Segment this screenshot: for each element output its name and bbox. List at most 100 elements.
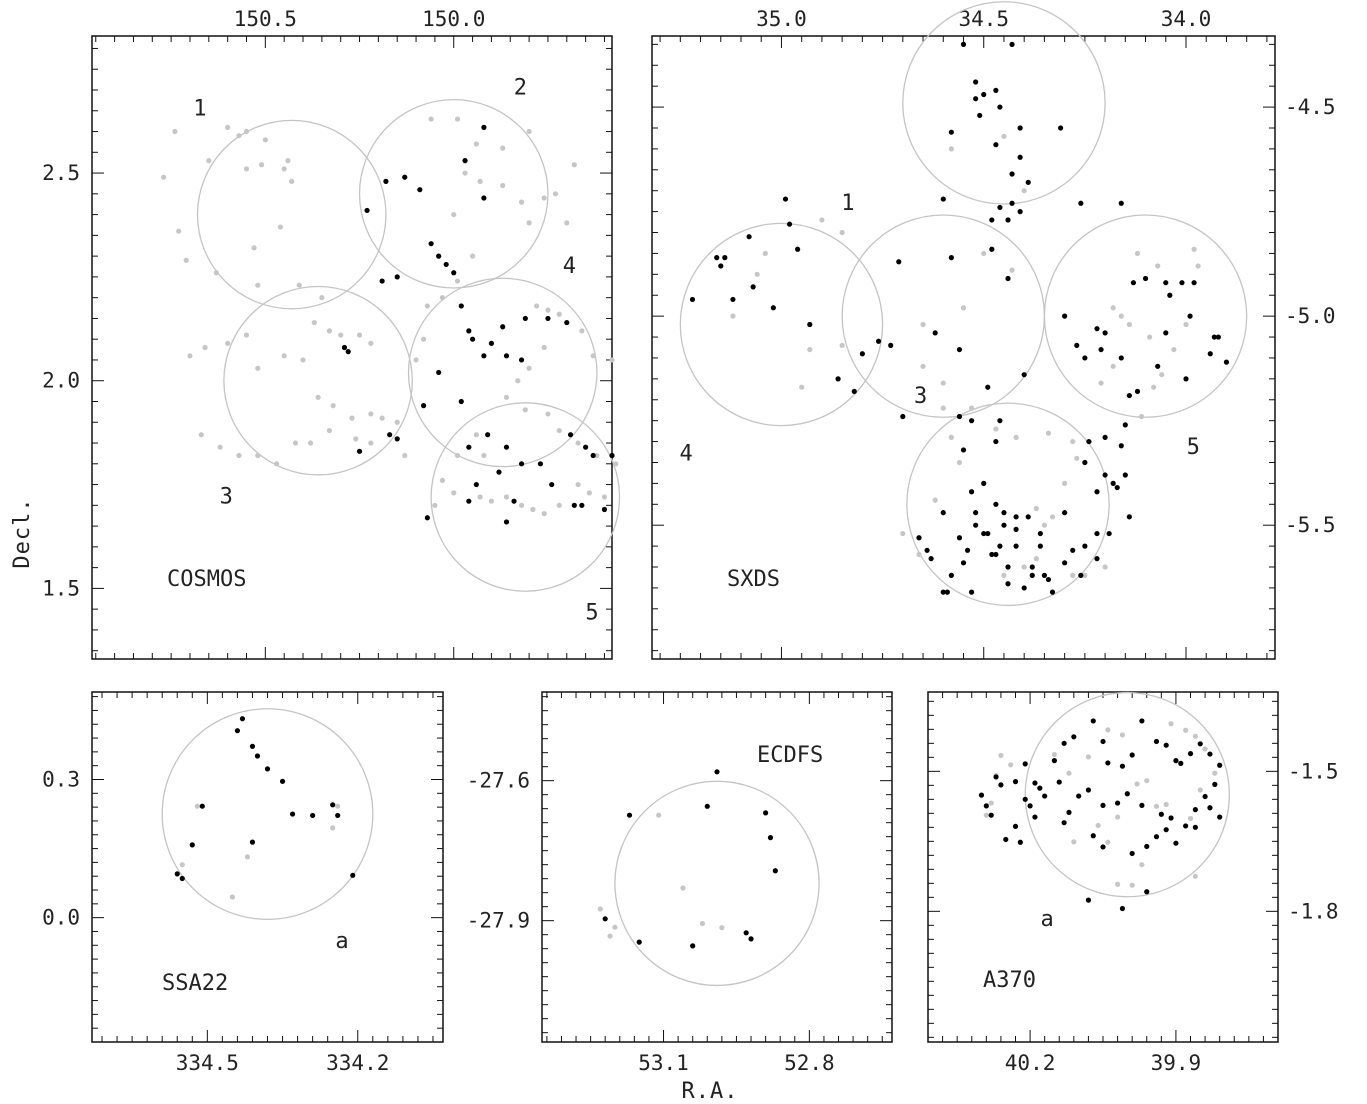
y-axis-label: Decl. <box>10 497 35 568</box>
point-black <box>977 112 983 119</box>
point-black <box>1062 560 1068 566</box>
field-circle <box>679 222 884 427</box>
point-black <box>1207 805 1213 811</box>
point-gray <box>251 245 257 251</box>
circle-label: 4 <box>563 254 576 279</box>
x-tick-label: 150.5 <box>234 7 297 31</box>
point-gray <box>530 506 536 513</box>
point-black <box>545 315 551 322</box>
field-circle <box>358 98 549 289</box>
x-axis-label: R.A. <box>682 1079 739 1104</box>
point-black <box>993 142 999 148</box>
point-black <box>1021 372 1027 378</box>
point-gray <box>296 282 302 288</box>
point-black <box>1163 742 1169 748</box>
point-gray <box>1070 438 1076 445</box>
point-black <box>689 296 696 303</box>
point-black <box>1005 275 1011 282</box>
point-black <box>763 810 769 816</box>
point-gray <box>368 411 374 417</box>
point-gray <box>1155 263 1161 269</box>
point-gray <box>1082 572 1088 578</box>
panel-cosmos: 150.5 150.0 2.5 2.0 1.5 1 2 3 4 5 COSMOS <box>42 7 621 660</box>
point-gray <box>594 452 600 459</box>
point-gray <box>556 502 562 508</box>
point-black <box>564 319 570 326</box>
point-black <box>1041 572 1048 578</box>
point-black <box>264 766 271 772</box>
point-black <box>1173 758 1179 764</box>
point-black <box>1056 779 1062 785</box>
point-black <box>1197 741 1203 747</box>
point-black <box>786 221 793 227</box>
point-black <box>458 398 464 405</box>
point-gray <box>1118 313 1124 319</box>
point-gray <box>281 166 287 172</box>
point-black <box>1082 355 1088 361</box>
point-gray <box>439 477 446 484</box>
point-black <box>1139 718 1145 724</box>
point-black <box>496 469 502 475</box>
tick-marks <box>927 692 1279 1042</box>
point-black <box>896 259 902 265</box>
point-gray <box>217 444 223 450</box>
point-gray <box>1114 814 1121 820</box>
point-gray <box>754 271 760 277</box>
point-gray <box>579 328 585 334</box>
point-black <box>714 255 720 261</box>
point-black <box>503 519 510 525</box>
point-black <box>350 872 356 878</box>
point-gray <box>1105 839 1111 845</box>
point-black <box>1090 718 1096 724</box>
point-black <box>981 91 987 98</box>
point-black <box>364 207 370 214</box>
point-black <box>571 502 577 508</box>
point-black <box>714 769 720 775</box>
point-gray <box>1134 781 1140 787</box>
point-gray <box>198 432 204 438</box>
point-gray <box>255 452 261 459</box>
field-circle <box>1024 691 1231 898</box>
point-gray <box>1051 751 1057 758</box>
point-gray <box>262 137 268 143</box>
y-tick-label: 0.0 <box>42 906 80 930</box>
point-gray <box>1045 430 1052 436</box>
point-gray <box>1021 188 1027 194</box>
point-black <box>948 572 954 578</box>
point-gray <box>1070 572 1076 578</box>
point-black <box>722 255 728 261</box>
point-gray <box>597 906 603 912</box>
point-gray <box>1021 564 1027 570</box>
point-black <box>1118 200 1124 206</box>
point-black <box>436 369 442 376</box>
panel-ecdfs: 53.1 52.8 -27.6 -27.9 ECDFS <box>467 691 893 1075</box>
point-gray <box>229 894 235 900</box>
point-black <box>978 792 985 798</box>
point-gray <box>556 311 562 317</box>
point-gray <box>462 170 468 176</box>
point-black <box>466 328 472 334</box>
point-gray <box>194 803 200 809</box>
point-black <box>1130 280 1137 286</box>
point-black <box>1013 543 1019 549</box>
point-black <box>458 303 464 309</box>
circle-label: 3 <box>220 484 233 509</box>
point-gray <box>819 217 825 223</box>
point-gray <box>699 920 706 927</box>
point-black <box>503 353 510 359</box>
tick-marks <box>92 692 443 1043</box>
point-gray <box>1009 267 1015 273</box>
tick-marks <box>542 692 892 1042</box>
point-gray <box>515 378 521 384</box>
point-black <box>1207 751 1213 757</box>
point-black <box>718 263 724 269</box>
y-tick-label: -27.6 <box>467 769 530 793</box>
x-tick-label: 334.2 <box>326 1051 389 1075</box>
point-gray <box>1095 822 1101 829</box>
point-black <box>1102 472 1108 478</box>
point-gray <box>281 353 287 359</box>
point-black <box>473 481 479 488</box>
point-gray <box>730 313 736 319</box>
point-black <box>1090 833 1096 839</box>
point-black <box>988 812 994 818</box>
